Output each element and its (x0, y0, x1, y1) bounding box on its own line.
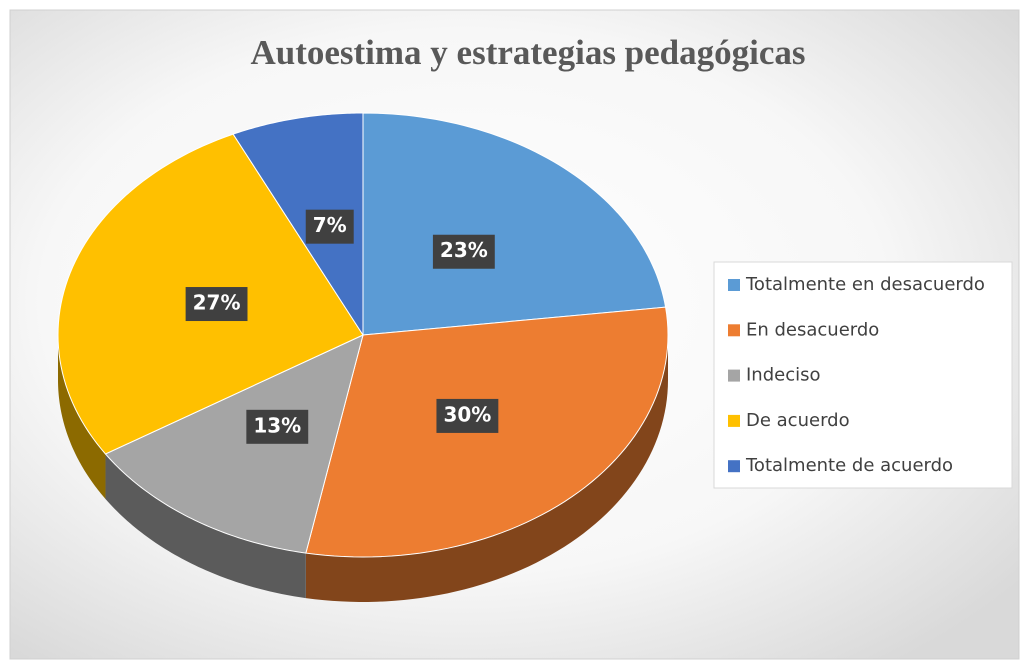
data-label-box (246, 409, 309, 444)
data-label: 13% (253, 413, 301, 437)
data-label-box (305, 209, 354, 244)
data-label: 7% (313, 213, 347, 237)
legend-swatch (728, 460, 740, 473)
slice-side (58, 335, 106, 499)
slice-side (305, 335, 668, 602)
legend-swatch (728, 324, 740, 337)
legend-label: En desacuerdo (746, 319, 879, 340)
data-label-box (185, 287, 248, 322)
legend-label: De acuerdo (746, 410, 850, 431)
chart-title: Autoestima y estrategias pedagógicas (250, 33, 805, 72)
legend-swatch (728, 369, 740, 382)
slice-side (105, 453, 306, 599)
data-label: 27% (193, 291, 241, 315)
data-label: 30% (443, 402, 491, 426)
legend-swatch (728, 279, 740, 291)
legend-label: Totalmente en desacuerdo (745, 274, 985, 295)
legend-label: Indeciso (746, 365, 821, 386)
data-label-box (436, 398, 499, 433)
slice (104, 334, 364, 554)
slice (362, 112, 667, 336)
data-label-box (432, 234, 495, 269)
legend (713, 261, 1013, 489)
data-label: 23% (440, 238, 488, 262)
legend-swatch (728, 414, 740, 427)
slice (232, 112, 364, 337)
legend-label: Totalmente de acuerdo (745, 455, 953, 476)
